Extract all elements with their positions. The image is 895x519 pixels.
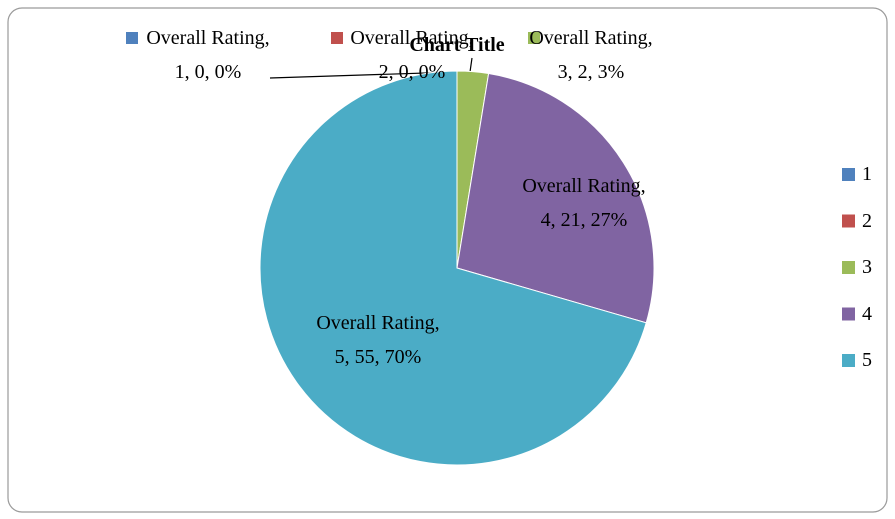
- legend-label: 1: [862, 163, 872, 185]
- data-label: Overall Rating, 3, 2, 3%: [529, 27, 653, 83]
- label-key: [331, 32, 343, 44]
- pie-slice: [259, 70, 647, 466]
- legend-label: 5: [862, 349, 872, 371]
- label-key: [528, 32, 540, 44]
- legend-swatch: [842, 307, 855, 321]
- legend-swatch: [842, 261, 855, 274]
- chart-title: Chart Title: [409, 34, 505, 56]
- data-label: Overall Rating, 2, 0, 0%: [350, 27, 474, 83]
- pie-slice: [456, 72, 655, 324]
- legend-swatch: [842, 168, 855, 181]
- legend-label: 3: [862, 256, 872, 278]
- data-label: Overall Rating, 4, 21, 27%: [522, 175, 646, 231]
- legend-swatch: [842, 214, 855, 228]
- data-label: Overall Rating, 5, 55, 70%: [316, 312, 440, 368]
- legend-swatch: [842, 354, 855, 367]
- label-key: [126, 32, 138, 44]
- legend-label: 4: [862, 302, 872, 325]
- data-label: Overall Rating, 1, 0, 0%: [146, 27, 270, 83]
- legend-label: 2: [862, 209, 872, 232]
